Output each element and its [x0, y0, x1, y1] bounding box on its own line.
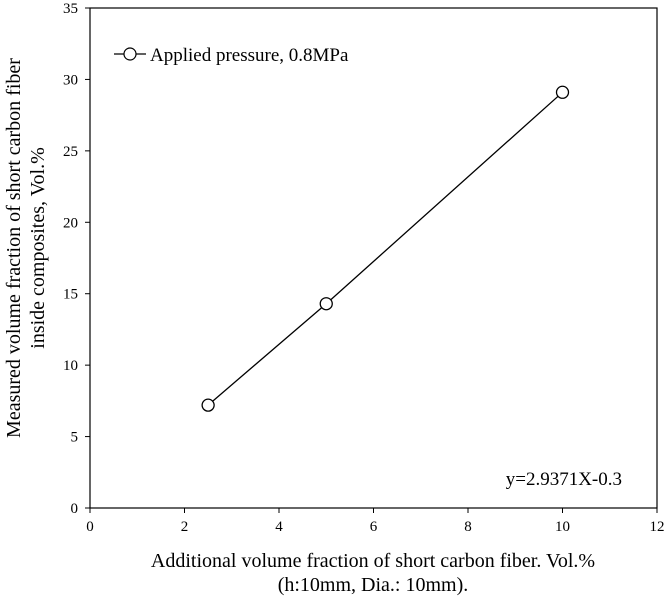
x-tick-label: 12 — [650, 519, 665, 535]
y-tick-label: 25 — [63, 144, 78, 160]
y-tick-label: 35 — [63, 1, 78, 17]
plot-area — [89, 7, 658, 509]
y-tick-label: 5 — [71, 430, 79, 446]
x-tick-label: 2 — [181, 519, 189, 535]
x-tick-label: 6 — [370, 519, 378, 535]
legend: Applied pressure, 0.8MPa — [114, 45, 349, 66]
data-point — [201, 398, 215, 412]
y-tick-label: 20 — [63, 215, 78, 231]
x-axis: 0 2 4 6 8 10 12 — [86, 508, 665, 535]
y-tick-label: 0 — [71, 501, 79, 517]
y-tick-label: 10 — [63, 358, 78, 374]
legend-label: Applied pressure, 0.8MPa — [150, 45, 349, 66]
data-point — [555, 85, 570, 99]
data-point — [319, 297, 333, 311]
y-axis-title-line-1: Measured volume fraction of short carbon… — [3, 58, 25, 438]
legend-marker — [123, 47, 137, 61]
x-tick-label: 8 — [464, 519, 472, 535]
y-tick-label: 30 — [63, 72, 78, 88]
plot-border — [89, 7, 658, 509]
x-tick-label: 10 — [555, 519, 570, 535]
x-tick-label: 0 — [86, 519, 94, 535]
y-axis: 0 5 10 15 20 25 30 35 — [63, 1, 90, 517]
x-tick-label: 4 — [275, 519, 283, 535]
y-axis-title-line-2: inside composites, Vol.% — [27, 147, 49, 348]
x-axis-title-line-2: (h:10mm, Dia.: 10mm). — [278, 574, 469, 596]
series-line — [207, 91, 563, 406]
x-axis-title-line-1: Additional volume fraction of short carb… — [151, 550, 595, 572]
trendline-equation: y=2.9371X-0.3 — [506, 469, 622, 490]
y-tick-label: 15 — [63, 287, 78, 303]
series-layer — [201, 85, 570, 412]
